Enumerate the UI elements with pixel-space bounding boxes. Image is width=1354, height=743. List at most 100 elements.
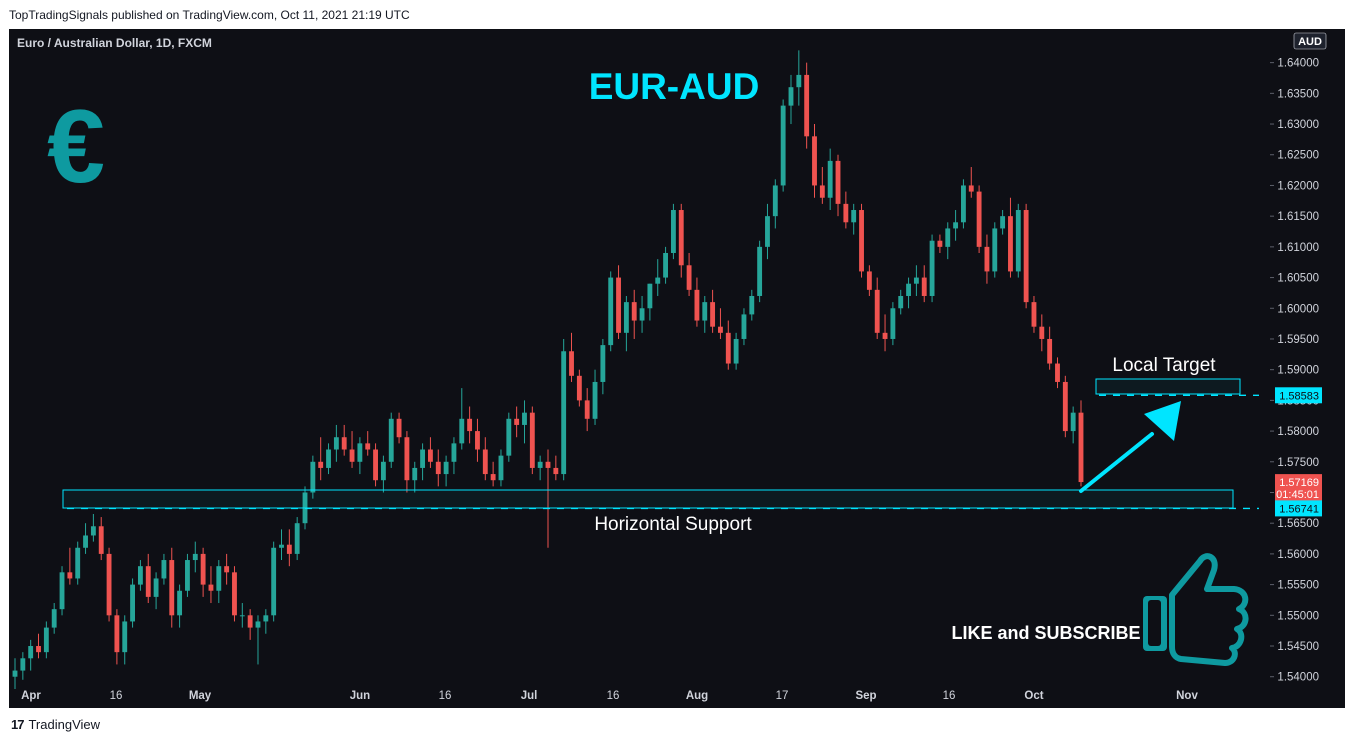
candle-body [733,338,739,364]
candle-body [169,560,175,616]
currency-button[interactable] [1293,32,1327,50]
candle-body [200,553,206,585]
euro-icon: € [47,89,105,205]
candle-body [185,560,190,591]
thumbs-up-icon[interactable] [1143,553,1249,666]
candle-body [349,449,355,462]
countdown-label: 01:45:01 [1276,489,1319,501]
candle-body [83,535,88,548]
candle-body [396,418,402,438]
x-tick-label: 16 [439,690,452,702]
candle-body [232,572,237,616]
candle-body [600,345,606,382]
candle-body [827,160,833,198]
candle-body [890,308,896,339]
symbol-title[interactable]: Euro / Australian Dollar, 1D, FXCM [17,36,212,50]
candle-body [98,526,104,554]
arrow-shaft [1079,432,1154,493]
candle-body [475,431,480,450]
y-tick-label: 1.61500 [1277,211,1319,223]
candle-body [279,544,284,548]
y-tick-label: 1.59500 [1277,334,1319,346]
x-tick-label: Sep [855,690,876,702]
candle-body [365,443,371,450]
x-tick-label: Aug [686,690,708,702]
candle-body [239,615,245,617]
candle-body [1031,302,1037,327]
candle-body [1070,412,1076,432]
candle-body [506,418,512,456]
chart-area[interactable]: 1.54000 1.54500 1.55000 1.55500 1.56000 1.565… [9,29,1345,708]
brand-name: TradingView [28,717,101,732]
candle-body [122,621,128,653]
candle-body [788,87,794,106]
y-tick-label: 1.63000 [1277,119,1319,131]
candle-body [247,615,253,628]
candle-body [75,547,81,579]
support-zone[interactable] [62,489,1234,509]
x-tick-label: 16 [607,690,620,702]
y-tick-label: 1.58000 [1277,426,1319,438]
candle-body [1008,216,1013,272]
y-tick-label: 1.59000 [1277,365,1319,377]
thumb-cuff-inner [1148,600,1161,646]
candle-body [427,449,433,462]
main-title: EUR-AUD [589,66,760,107]
candle-body [404,437,410,481]
candle-body [482,449,488,475]
y-tick-label: 1.62000 [1277,180,1319,192]
candle-body [263,615,269,622]
candle-body [1055,363,1060,382]
candle-body [741,314,747,339]
candle-body [913,277,919,284]
candle-body [670,210,676,253]
target-zone[interactable] [1095,378,1241,395]
candle-body [851,210,857,223]
y-tick-label: 1.54000 [1277,672,1319,684]
price-chart[interactable]: 1.54000 1.54500 1.55000 1.55500 1.56000 1.565… [9,29,1345,708]
candle-body [380,461,386,481]
current-price-tag [1275,474,1322,503]
y-tick-label: 1.61000 [1277,242,1319,254]
candle-body [459,418,465,444]
y-tick-label: 1.57500 [1277,457,1319,469]
candle-body [921,277,927,296]
candle-body [1047,338,1053,364]
support-price-tag [1275,500,1322,517]
target-price-tag [1275,387,1322,404]
tradingview-logo-icon[interactable]: 17 [11,717,25,732]
candle-body [412,467,418,481]
footer: 17 TradingView [11,717,100,732]
candle-body [812,136,817,186]
target-price-label: 1.58583 [1279,390,1319,402]
y-tick-label: 1.60500 [1277,273,1319,285]
x-tick-label: Oct [1024,690,1043,702]
x-tick-label: May [189,690,212,702]
candle-body [514,418,520,425]
candle-body [443,461,449,475]
candle-body [694,289,700,321]
candle-body [945,228,951,247]
y-tick-label: 1.55000 [1277,610,1319,622]
candle-body [702,302,708,321]
candle-body [561,351,567,475]
axes-layer: 1.54000 1.54500 1.55000 1.55500 1.56000 1.565… [21,32,1327,702]
candle-body [765,216,770,247]
local-target-label: Local Target [1112,355,1216,376]
candle-body [357,443,363,462]
support-price-label: 1.56741 [1279,503,1319,515]
publisher-header: TopTradingSignals published on TradingVi… [9,8,410,22]
candle-body [553,467,559,475]
thumb-hand [1169,553,1249,666]
x-tick-label: 16 [110,690,123,702]
candle-body [537,461,543,468]
candle-body [780,105,786,186]
candle-body [522,412,527,425]
candle-body [819,185,825,198]
candle-body [420,449,426,468]
candle-body [545,461,551,468]
currency-label[interactable]: AUD [1298,36,1322,48]
x-tick-label: Jul [521,690,538,702]
candle-body [137,566,143,585]
x-tick-label: Jun [350,690,370,702]
